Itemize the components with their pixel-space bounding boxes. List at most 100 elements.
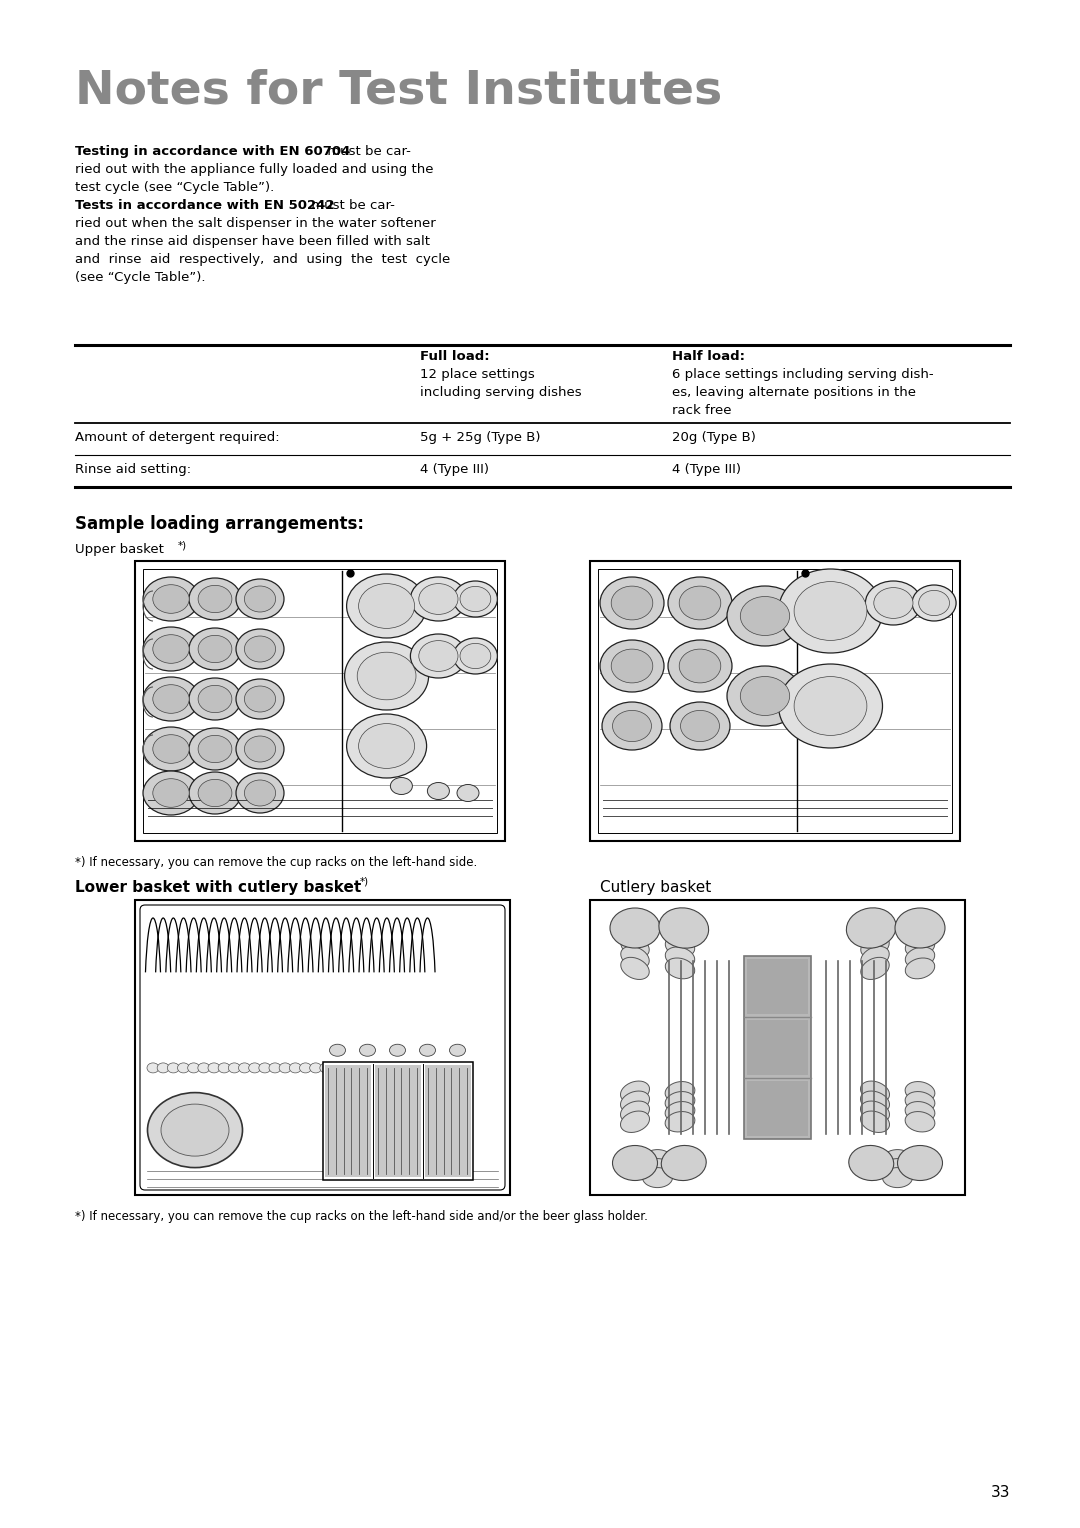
- Ellipse shape: [189, 727, 241, 770]
- Ellipse shape: [665, 1082, 694, 1102]
- Ellipse shape: [612, 1146, 658, 1181]
- Ellipse shape: [244, 736, 275, 762]
- Ellipse shape: [360, 1044, 376, 1056]
- Text: Tests in accordance with EN 50242: Tests in accordance with EN 50242: [75, 199, 335, 212]
- Ellipse shape: [244, 779, 275, 805]
- Text: rack free: rack free: [672, 403, 731, 417]
- Ellipse shape: [905, 958, 934, 979]
- Ellipse shape: [779, 568, 882, 652]
- Bar: [746, 1021, 808, 1076]
- Text: must be car-: must be car-: [323, 145, 410, 157]
- Text: must be car-: must be car-: [307, 199, 395, 212]
- Text: *): *): [178, 539, 187, 550]
- Bar: [590, 900, 966, 1195]
- Ellipse shape: [237, 773, 284, 813]
- Ellipse shape: [428, 782, 449, 799]
- Text: 6 place settings including serving dish-: 6 place settings including serving dish-: [672, 368, 933, 380]
- Ellipse shape: [874, 588, 913, 619]
- Ellipse shape: [161, 1105, 229, 1157]
- Ellipse shape: [643, 1167, 673, 1187]
- Ellipse shape: [299, 1063, 311, 1073]
- Ellipse shape: [390, 778, 413, 795]
- Ellipse shape: [905, 1111, 935, 1132]
- Ellipse shape: [861, 935, 889, 958]
- Ellipse shape: [621, 1080, 649, 1103]
- Ellipse shape: [905, 1091, 935, 1112]
- Ellipse shape: [669, 578, 732, 630]
- Ellipse shape: [357, 652, 416, 700]
- Ellipse shape: [237, 729, 284, 769]
- Ellipse shape: [913, 585, 956, 620]
- Ellipse shape: [679, 587, 720, 620]
- Ellipse shape: [419, 1044, 435, 1056]
- Text: 4 (Type III): 4 (Type III): [420, 463, 489, 477]
- Ellipse shape: [167, 1063, 179, 1073]
- Ellipse shape: [610, 908, 660, 947]
- Text: Half load:: Half load:: [672, 350, 745, 364]
- Ellipse shape: [320, 1063, 332, 1073]
- Text: 5g + 25g (Type B): 5g + 25g (Type B): [420, 431, 540, 445]
- Ellipse shape: [359, 724, 415, 769]
- Ellipse shape: [189, 578, 241, 620]
- Bar: [375, 1065, 420, 1177]
- Ellipse shape: [794, 677, 867, 735]
- Ellipse shape: [621, 935, 649, 958]
- Ellipse shape: [454, 581, 498, 617]
- Bar: [590, 561, 960, 840]
- Ellipse shape: [143, 772, 199, 814]
- Ellipse shape: [198, 1063, 210, 1073]
- Ellipse shape: [861, 958, 889, 979]
- Ellipse shape: [849, 1146, 894, 1181]
- Ellipse shape: [244, 587, 275, 613]
- Ellipse shape: [198, 636, 232, 663]
- Text: 12 place settings: 12 place settings: [420, 368, 535, 380]
- Ellipse shape: [740, 596, 789, 636]
- Ellipse shape: [248, 1063, 260, 1073]
- Ellipse shape: [244, 686, 275, 712]
- Ellipse shape: [600, 640, 664, 692]
- Ellipse shape: [905, 924, 934, 946]
- Ellipse shape: [381, 1063, 393, 1073]
- Ellipse shape: [794, 582, 867, 640]
- Bar: [424, 1065, 471, 1177]
- Ellipse shape: [410, 634, 467, 678]
- Ellipse shape: [147, 1063, 159, 1073]
- Ellipse shape: [152, 634, 189, 663]
- Text: *) If necessary, you can remove the cup racks on the left-hand side.: *) If necessary, you can remove the cup …: [75, 856, 477, 869]
- Ellipse shape: [330, 1063, 342, 1073]
- Ellipse shape: [600, 578, 664, 630]
- Ellipse shape: [143, 727, 199, 772]
- Bar: [135, 561, 505, 840]
- Ellipse shape: [361, 1063, 373, 1073]
- Ellipse shape: [347, 575, 427, 639]
- Ellipse shape: [329, 1044, 346, 1056]
- Ellipse shape: [611, 587, 652, 620]
- Ellipse shape: [669, 640, 732, 692]
- Ellipse shape: [602, 701, 662, 750]
- Ellipse shape: [158, 1063, 170, 1073]
- Ellipse shape: [847, 908, 896, 949]
- Ellipse shape: [419, 584, 458, 614]
- Ellipse shape: [237, 579, 284, 619]
- Text: es, leaving alternate positions in the: es, leaving alternate positions in the: [672, 387, 916, 399]
- Ellipse shape: [419, 640, 458, 671]
- Ellipse shape: [370, 1063, 382, 1073]
- Ellipse shape: [861, 1080, 890, 1103]
- Text: 20g (Type B): 20g (Type B): [672, 431, 756, 445]
- Ellipse shape: [779, 665, 882, 749]
- Ellipse shape: [643, 1149, 673, 1169]
- Ellipse shape: [727, 666, 804, 726]
- Ellipse shape: [905, 937, 934, 957]
- Ellipse shape: [143, 626, 199, 671]
- Ellipse shape: [152, 735, 189, 764]
- Ellipse shape: [279, 1063, 292, 1073]
- Text: Rinse aid setting:: Rinse aid setting:: [75, 463, 191, 477]
- Ellipse shape: [228, 1063, 241, 1073]
- Text: (see “Cycle Table”).: (see “Cycle Table”).: [75, 270, 205, 284]
- Ellipse shape: [143, 578, 199, 620]
- Text: Lower basket with cutlery basket: Lower basket with cutlery basket: [75, 880, 361, 895]
- Ellipse shape: [905, 1102, 935, 1122]
- Ellipse shape: [665, 937, 694, 957]
- Ellipse shape: [460, 587, 490, 611]
- Bar: [744, 957, 811, 1138]
